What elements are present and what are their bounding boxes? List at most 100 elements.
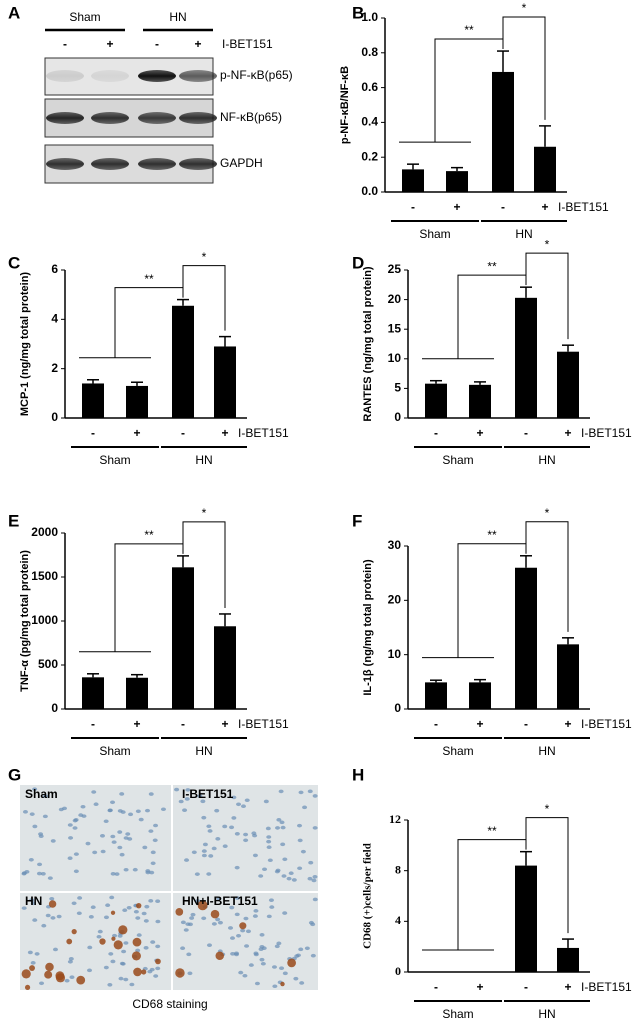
bar — [425, 383, 447, 418]
nucleus — [230, 936, 236, 940]
cd68-cell — [175, 907, 184, 916]
sig-bracket — [525, 252, 569, 340]
sig-label: * — [202, 250, 207, 264]
nucleus — [145, 870, 151, 875]
blot-band — [179, 158, 217, 170]
nucleus — [275, 826, 281, 830]
nucleus — [68, 836, 74, 840]
nucleus — [67, 856, 73, 860]
nucleus — [47, 876, 53, 880]
nucleus — [121, 949, 127, 954]
nucleus — [40, 872, 46, 876]
y-tick-label: 0 — [51, 410, 58, 424]
y-tick-label: 8 — [395, 862, 401, 876]
y-tick-label: 2000 — [31, 525, 58, 539]
sig-label: ** — [144, 528, 154, 542]
nucleus — [103, 819, 109, 824]
nucleus — [266, 835, 272, 839]
blot-band — [138, 70, 176, 82]
nucleus — [71, 901, 77, 906]
nucleus — [243, 832, 249, 837]
nucleus — [265, 826, 271, 831]
blot-band — [91, 112, 129, 124]
nucleus — [107, 983, 113, 987]
nucleus — [235, 896, 241, 900]
nucleus — [276, 941, 282, 946]
nucleus — [297, 823, 303, 828]
y-tick-label: 0 — [395, 964, 401, 978]
nucleus — [260, 961, 266, 966]
nucleus — [274, 944, 280, 949]
group-label: Sham — [419, 227, 450, 241]
blot-band — [179, 112, 217, 124]
nucleus — [231, 816, 237, 820]
y-tick-label: 500 — [38, 657, 58, 671]
nucleus — [201, 815, 207, 820]
nucleus — [312, 794, 318, 798]
group-label: HN — [195, 744, 212, 758]
sig-label: ** — [487, 528, 497, 542]
nucleus — [229, 825, 235, 830]
nucleus — [126, 905, 132, 910]
nucleus — [254, 981, 260, 986]
cd68-cell — [24, 984, 31, 991]
sig-label: * — [545, 506, 550, 520]
blot-band — [91, 158, 129, 170]
nucleus — [184, 797, 190, 801]
nucleus — [160, 807, 166, 812]
cd68-cell — [71, 929, 77, 935]
sig-bracket — [182, 265, 226, 331]
group-label: HN — [515, 227, 532, 241]
nucleus — [279, 820, 285, 825]
cd68-cell — [210, 909, 220, 919]
nucleus — [271, 965, 277, 969]
nucleus — [211, 846, 217, 851]
nucleus — [180, 920, 186, 925]
nucleus — [138, 817, 144, 822]
nucleus — [114, 872, 120, 876]
bar — [557, 644, 579, 709]
y-axis-label: p-NF-κB/NF-κB — [339, 66, 351, 144]
cd68-cell — [197, 900, 208, 911]
nucleus — [180, 946, 186, 951]
nucleus — [144, 904, 150, 909]
sig-bracket — [525, 817, 569, 934]
nucleus — [262, 867, 268, 872]
blot-lane: - — [155, 37, 159, 51]
nucleus — [133, 909, 139, 914]
group-label: Sham — [442, 1007, 473, 1020]
x-tick-label: - — [91, 426, 95, 440]
nucleus — [251, 831, 257, 836]
x-tick-label: - — [501, 200, 505, 214]
bar — [515, 567, 537, 709]
nucleus — [122, 908, 128, 913]
y-tick-label: 0.4 — [361, 115, 378, 129]
nucleus — [67, 823, 73, 827]
nucleus — [263, 799, 269, 804]
sig-bracket — [502, 16, 546, 120]
nucleus — [125, 832, 131, 836]
bar — [534, 146, 556, 192]
nucleus — [21, 906, 27, 910]
nucleus — [128, 812, 134, 817]
sig-label: * — [545, 802, 550, 816]
nucleus — [58, 807, 64, 812]
blot-row-label: GAPDH — [220, 156, 263, 170]
sig-bracket — [422, 543, 527, 659]
nucleus — [312, 826, 318, 830]
bar — [402, 169, 424, 192]
nucleus — [135, 809, 141, 814]
nucleus — [233, 951, 239, 956]
y-axis-label: MCP-1 (ng/mg total protein) — [19, 272, 31, 417]
y-tick-label: 1000 — [31, 613, 58, 627]
sig-bracket — [182, 521, 226, 608]
sig-label: * — [545, 237, 550, 251]
panel-letter: D — [352, 253, 364, 272]
nucleus — [41, 923, 47, 928]
nucleus — [69, 975, 75, 980]
nucleus — [87, 968, 93, 973]
cd68-cell — [44, 970, 53, 979]
nucleus — [201, 853, 207, 858]
nucleus — [185, 922, 191, 926]
nucleus — [312, 897, 318, 902]
